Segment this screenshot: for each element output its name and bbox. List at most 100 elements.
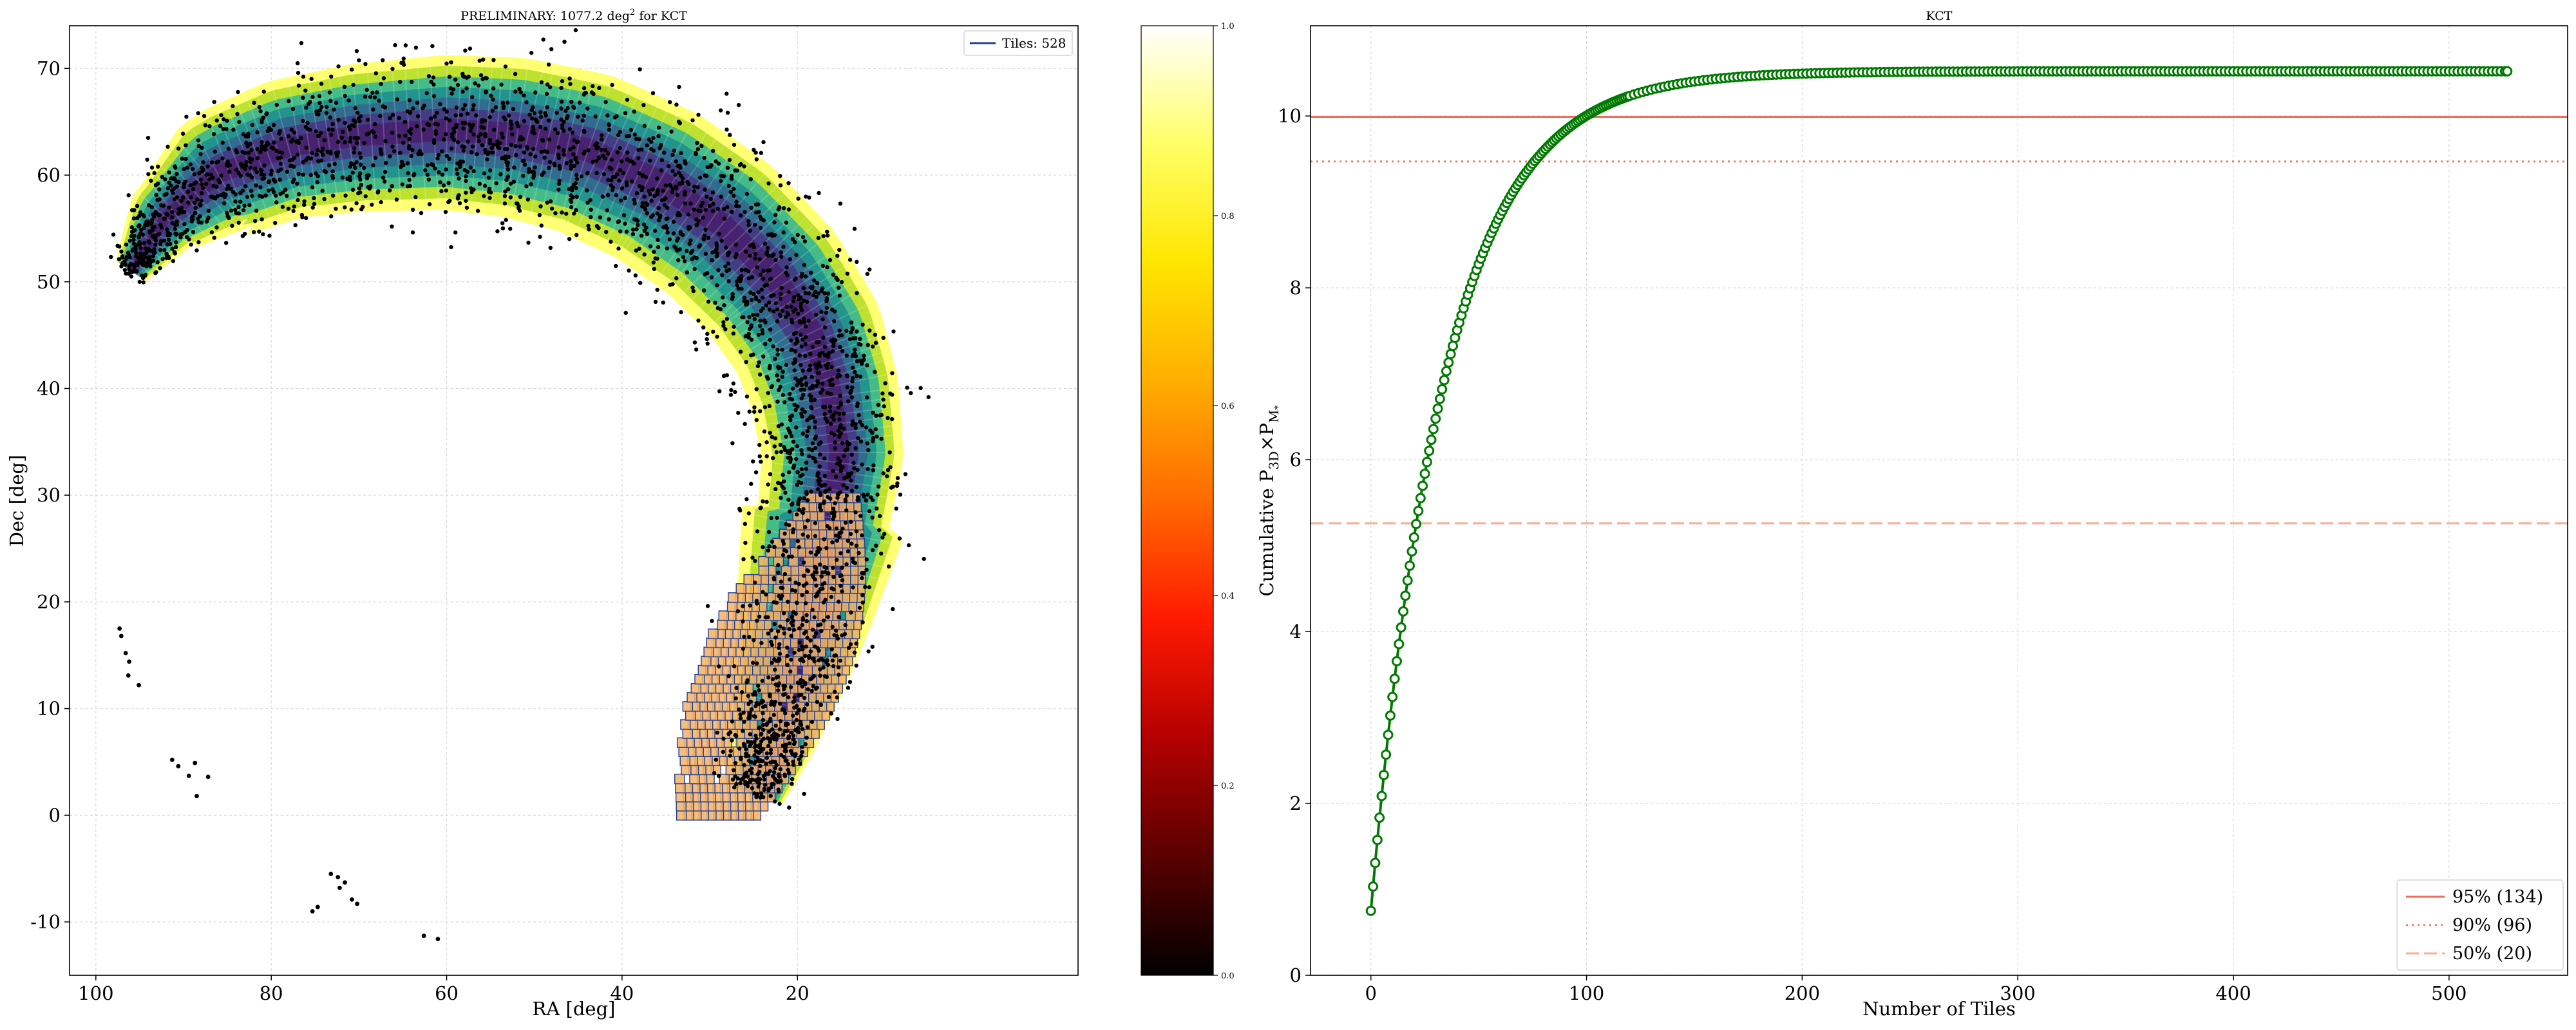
galaxy-point <box>193 205 198 210</box>
galaxy-point <box>454 125 459 129</box>
galaxy-point <box>865 272 870 276</box>
galaxy-point <box>564 211 569 216</box>
galaxy-point <box>860 576 864 581</box>
galaxy-point <box>652 250 656 254</box>
galaxy-point <box>455 171 460 176</box>
galaxy-point <box>813 290 818 294</box>
cumulative-marker <box>1402 575 1413 586</box>
galaxy-point <box>791 439 796 444</box>
galaxy-point <box>721 320 726 324</box>
galaxy-point <box>143 274 147 278</box>
galaxy-point <box>752 753 757 758</box>
galaxy-point <box>759 739 764 744</box>
galaxy-point <box>444 154 450 158</box>
galaxy-point <box>840 349 845 353</box>
galaxy-point <box>516 206 521 211</box>
galaxy-point <box>744 360 748 364</box>
galaxy-point <box>410 207 415 212</box>
galaxy-point <box>634 248 639 253</box>
tile <box>758 556 769 567</box>
galaxy-point <box>757 769 762 774</box>
galaxy-point <box>881 335 886 340</box>
galaxy-point <box>873 370 877 374</box>
galaxy-point <box>803 335 808 339</box>
galaxy-point <box>799 320 803 325</box>
galaxy-point <box>158 266 162 270</box>
galaxy-point <box>549 206 554 211</box>
galaxy-point <box>786 762 791 767</box>
galaxy-point <box>784 304 789 309</box>
galaxy-point <box>820 317 825 322</box>
galaxy-point <box>702 156 706 160</box>
galaxy-point <box>825 229 829 234</box>
galaxy-point <box>782 531 787 536</box>
galaxy-point <box>821 665 826 670</box>
galaxy-point <box>738 350 743 354</box>
galaxy-point <box>728 393 734 397</box>
galaxy-point <box>339 135 345 140</box>
galaxy-point <box>810 720 815 724</box>
galaxy-point <box>825 265 829 270</box>
galaxy-point <box>571 152 576 156</box>
galaxy-point <box>209 160 214 165</box>
galaxy-point <box>248 165 253 170</box>
galaxy-point <box>758 763 762 769</box>
galaxy-point <box>437 170 441 174</box>
galaxy-point <box>857 550 861 556</box>
galaxy-point <box>533 154 538 159</box>
galaxy-point <box>772 545 777 549</box>
galaxy-point <box>447 118 452 122</box>
galaxy-point <box>784 723 788 727</box>
galaxy-point <box>790 237 795 241</box>
galaxy-point <box>531 175 536 180</box>
galaxy-point <box>526 197 531 202</box>
galaxy-point <box>778 719 783 724</box>
skymap-y-label: Dec [deg] <box>6 455 28 547</box>
galaxy-point <box>195 197 200 201</box>
galaxy-point <box>358 177 363 182</box>
galaxy-point <box>319 81 324 86</box>
galaxy-point <box>692 267 697 272</box>
galaxy-point <box>299 41 304 46</box>
galaxy-point <box>808 550 813 555</box>
galaxy-point <box>846 549 851 554</box>
galaxy-point <box>750 777 755 782</box>
galaxy-point <box>721 295 725 300</box>
galaxy-point <box>788 431 792 435</box>
galaxy-point <box>656 134 661 138</box>
galaxy-point <box>742 763 746 767</box>
galaxy-point <box>430 44 435 48</box>
galaxy-point <box>722 207 726 211</box>
galaxy-point <box>849 520 853 524</box>
galaxy-point <box>515 120 520 126</box>
galaxy-point <box>860 533 864 538</box>
galaxy-point <box>286 134 291 138</box>
galaxy-point <box>823 489 828 494</box>
galaxy-point <box>696 185 700 189</box>
galaxy-point <box>343 205 347 210</box>
galaxy-point <box>832 510 837 514</box>
galaxy-point <box>756 290 761 295</box>
galaxy-point <box>591 160 595 164</box>
galaxy-point <box>233 199 238 204</box>
galaxy-point <box>647 189 651 193</box>
galaxy-point <box>889 485 894 490</box>
galaxy-point <box>587 227 591 232</box>
galaxy-point <box>471 107 475 111</box>
galaxy-point <box>753 749 758 753</box>
galaxy-point <box>842 454 846 458</box>
galaxy-point <box>840 565 844 570</box>
galaxy-point <box>818 491 823 496</box>
galaxy-point <box>182 209 187 214</box>
galaxy-point <box>766 391 771 395</box>
galaxy-point <box>741 646 746 651</box>
galaxy-point <box>213 149 217 154</box>
galaxy-point <box>239 162 243 166</box>
galaxy-point <box>773 357 777 361</box>
galaxy-point <box>803 525 808 530</box>
galaxy-point <box>247 156 252 161</box>
galaxy-point <box>813 521 818 525</box>
galaxy-point <box>762 777 767 782</box>
galaxy-point <box>848 532 853 536</box>
galaxy-point <box>769 516 773 521</box>
